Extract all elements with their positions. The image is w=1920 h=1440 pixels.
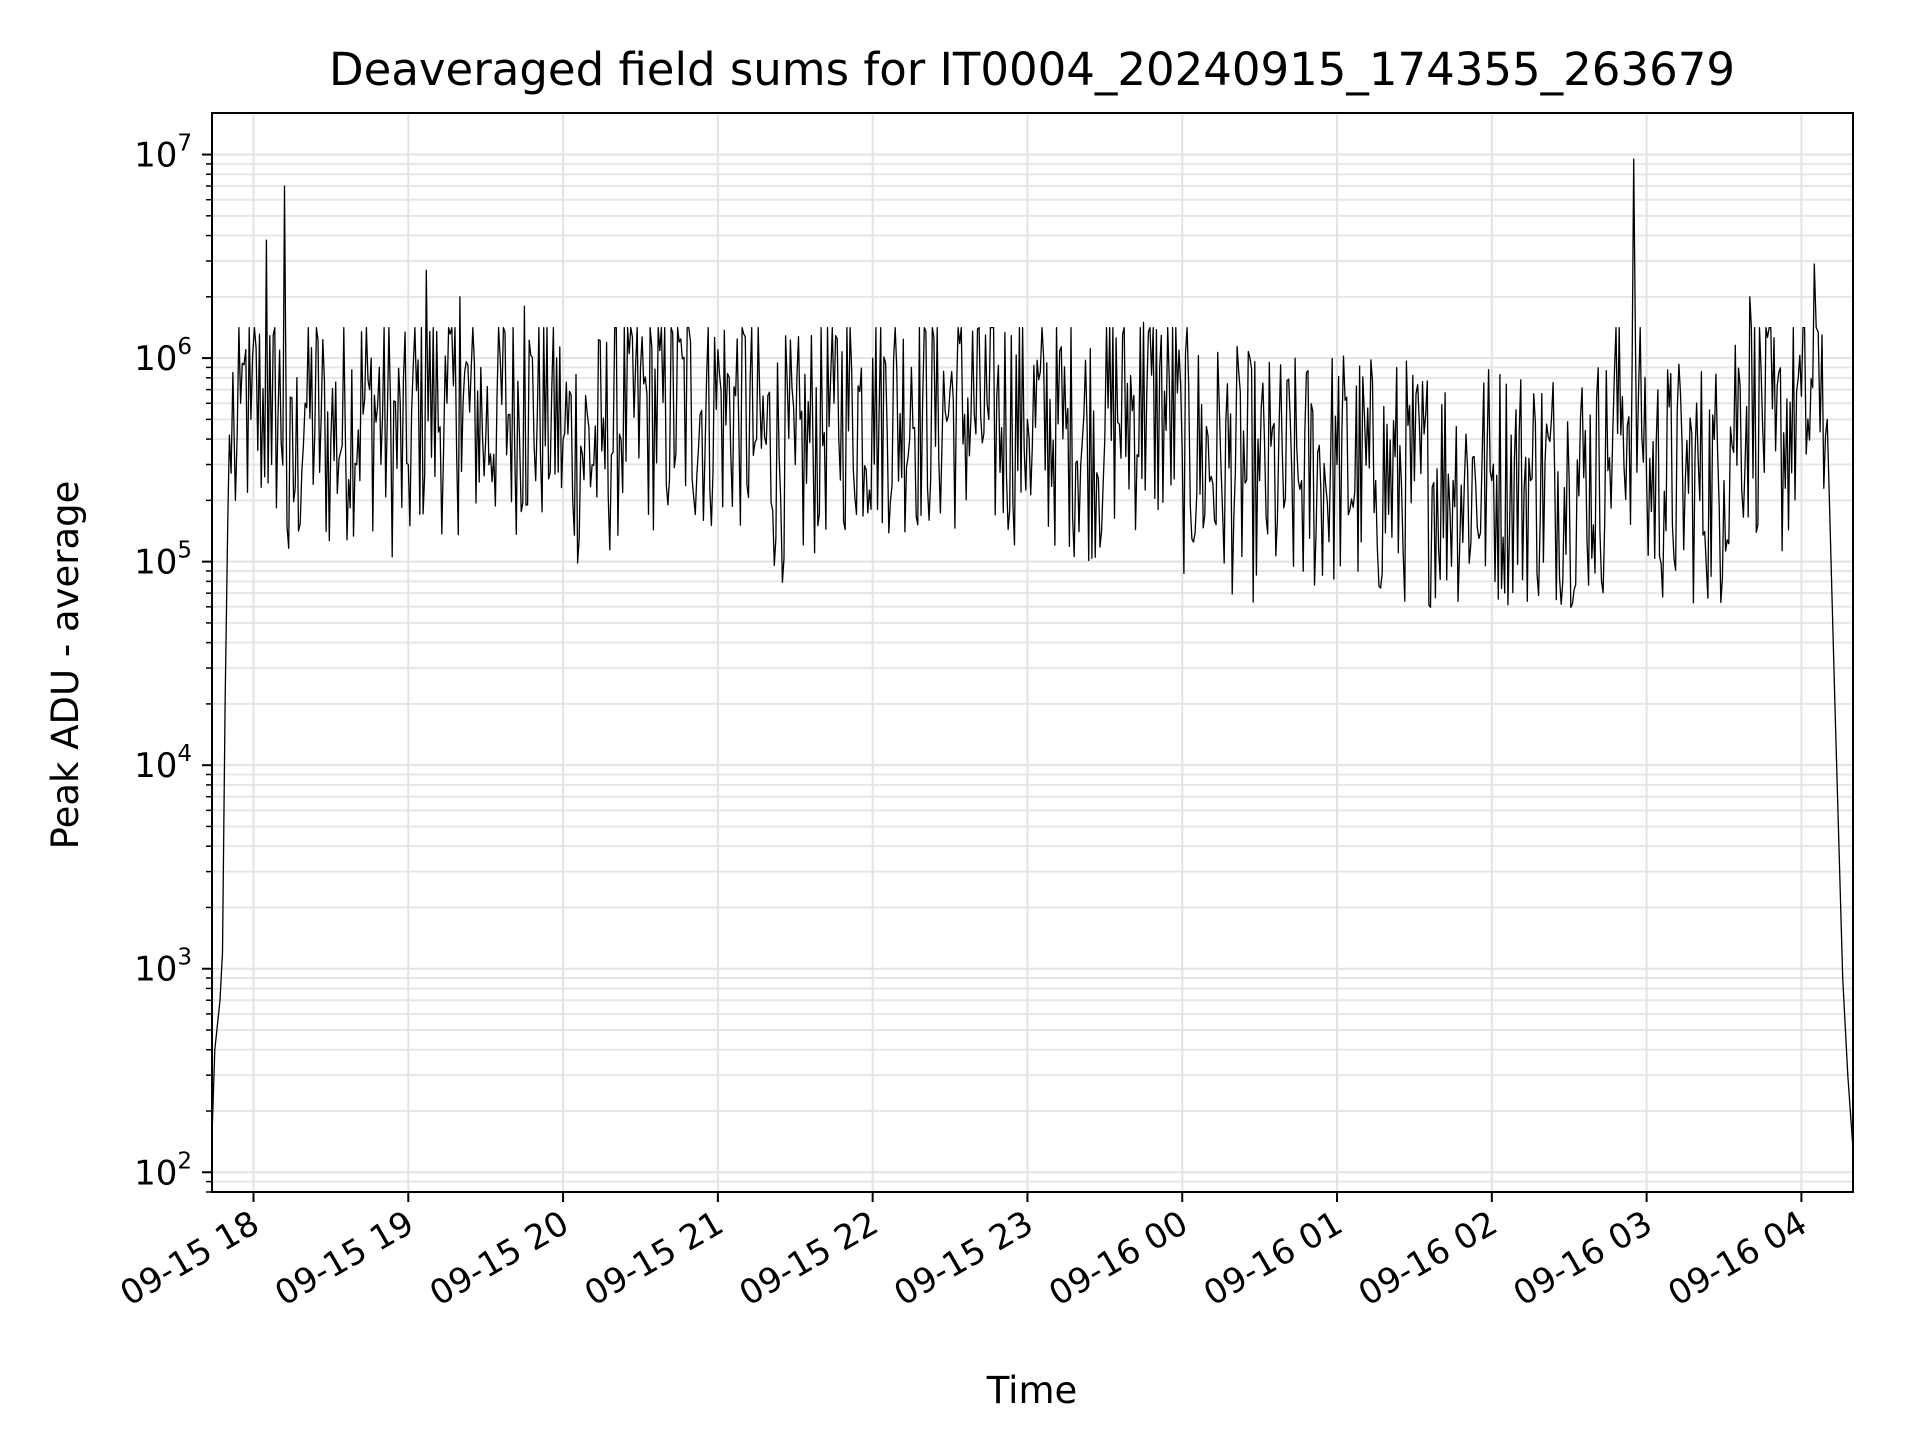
chart-title: Deaveraged field sums for IT0004_2024091… [329,43,1735,96]
minor-grid [212,162,1853,1193]
y-axis-label: Peak ADU - average [44,481,87,850]
series-line [211,158,1854,1150]
plot-frame [211,112,1854,1193]
y-tick-label: 102 [134,1148,192,1193]
y-tick-label: 104 [134,741,192,786]
x-axis-label: Time [986,1369,1078,1412]
y-tick-label: 105 [134,538,192,583]
y-tick-label: 103 [134,945,192,990]
y-tick-label: 107 [134,131,192,176]
y-axis-ticks: 102 103 104 105 106 107 [134,131,212,1193]
y-tick-label: 106 [134,334,192,379]
major-grid [212,113,1853,1192]
series-layer [211,158,1854,1150]
